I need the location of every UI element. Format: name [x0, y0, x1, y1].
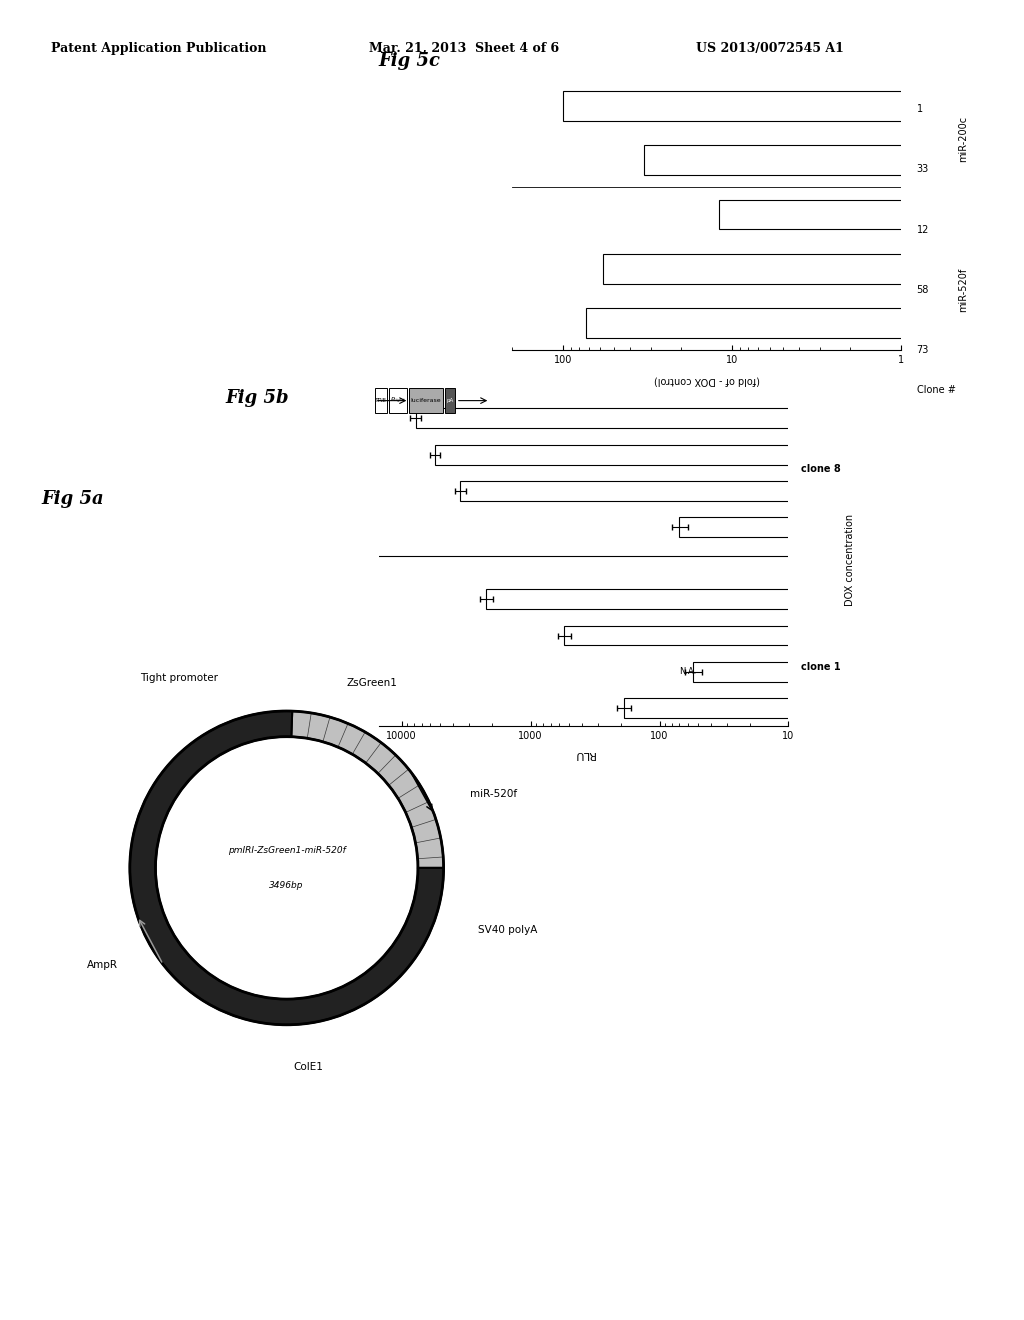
Text: miR-200c: miR-200c: [958, 116, 969, 162]
Text: Clone #: Clone #: [916, 385, 955, 396]
Text: ColE1: ColE1: [294, 1063, 324, 1072]
Text: 12: 12: [916, 224, 929, 235]
Text: pmIRI-ZsGreen1-miR-520f: pmIRI-ZsGreen1-miR-520f: [228, 846, 345, 855]
Bar: [486, 589, 1024, 610]
FancyBboxPatch shape: [410, 388, 442, 413]
Bar: [461, 480, 1024, 500]
Text: luciferase: luciferase: [411, 399, 441, 403]
FancyBboxPatch shape: [375, 388, 387, 413]
Text: Tight promoter: Tight promoter: [139, 673, 218, 684]
Bar: [416, 408, 1024, 428]
Text: US 2013/0072545 A1: US 2013/0072545 A1: [696, 42, 844, 55]
Text: SV40 polyA: SV40 polyA: [478, 925, 538, 935]
Text: clone 1: clone 1: [801, 661, 841, 672]
Text: AmpR: AmpR: [87, 961, 118, 970]
Text: Fig 5b: Fig 5b: [225, 388, 289, 407]
Text: TRE: TRE: [375, 399, 387, 403]
Text: miR-520f: miR-520f: [958, 268, 969, 312]
Bar: [563, 91, 1024, 121]
Bar: [603, 253, 1024, 284]
Bar: [693, 661, 1024, 681]
Text: miR-520f: miR-520f: [470, 789, 517, 799]
Text: DOX concentration: DOX concentration: [845, 513, 855, 606]
Text: pA: pA: [446, 399, 454, 403]
Bar: [564, 626, 1024, 645]
Polygon shape: [291, 711, 443, 869]
Text: 73: 73: [916, 345, 929, 355]
Bar: [680, 517, 1024, 537]
Text: 1: 1: [916, 104, 923, 115]
Text: 3496bp: 3496bp: [269, 880, 304, 890]
Text: Fig 5c: Fig 5c: [379, 51, 441, 70]
Bar: [719, 199, 1024, 230]
Text: Mar. 21, 2013  Sheet 4 of 6: Mar. 21, 2013 Sheet 4 of 6: [369, 42, 559, 55]
Text: 58: 58: [916, 285, 929, 294]
Text: 33: 33: [916, 165, 929, 174]
FancyBboxPatch shape: [389, 388, 407, 413]
Text: $P_{tight}$: $P_{tight}$: [390, 396, 407, 405]
Text: Patent Application Publication: Patent Application Publication: [51, 42, 266, 55]
Bar: [435, 445, 1024, 465]
Bar: [644, 145, 1024, 176]
X-axis label: Relative miRNA expression
(fold of - DOX control): Relative miRNA expression (fold of - DOX…: [641, 376, 772, 397]
Text: ZsGreen1: ZsGreen1: [347, 677, 398, 688]
FancyBboxPatch shape: [444, 388, 455, 413]
X-axis label: RLU: RLU: [572, 750, 595, 759]
Bar: [624, 698, 1024, 718]
Text: N.A.: N.A.: [680, 667, 696, 676]
Bar: [586, 308, 1024, 338]
Text: Fig 5a: Fig 5a: [41, 490, 103, 508]
Text: clone 8: clone 8: [801, 463, 841, 474]
Polygon shape: [130, 711, 443, 1024]
